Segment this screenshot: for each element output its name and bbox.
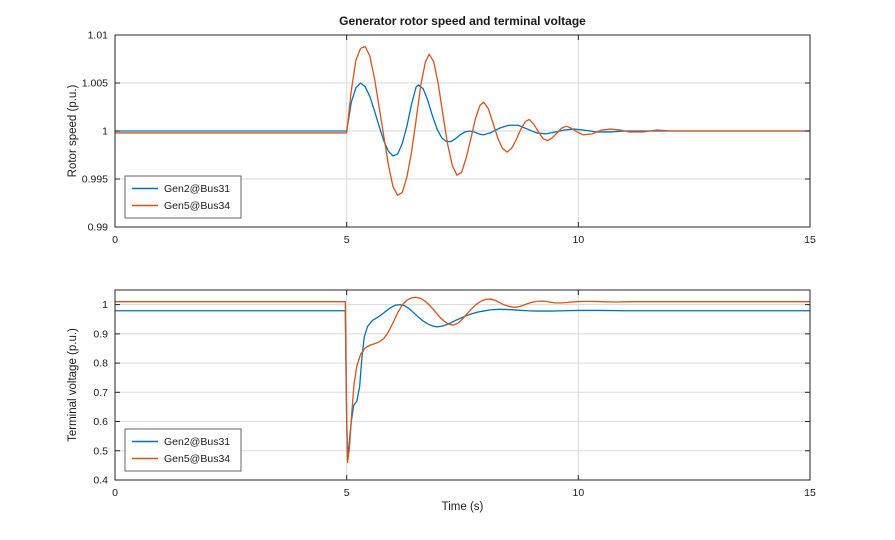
y-tick-label: 0.9 [93,328,108,340]
legend-box [124,428,242,472]
legend-label-gen5-bus34: Gen5@Bus34 [164,453,230,465]
y-tick-label: 0.4 [93,475,108,487]
chart-title: Generator rotor speed and terminal volta… [339,14,586,28]
x-axis-label: Time (s) [442,501,484,513]
y-tick-label: 0.8 [93,358,108,370]
y-axis-label: Rotor speed (p.u.) [67,84,79,177]
rotor-speed-subplot: 0 5 10 15 0.99 0.995 1 1.005 1.01 Generator rotor… [67,14,816,246]
x-tick-label: 5 [344,487,350,499]
legend-label-gen2-bus31: Gen2@Bus31 [164,183,230,195]
x-tick-label: 0 [112,487,118,499]
y-tick-label: 1.01 [88,30,109,42]
series-gen5-bus34 [115,296,810,464]
legend-label-gen5-bus34: Gen5@Bus34 [164,200,230,212]
legend: Gen2@Bus31 Gen5@Bus34 [124,428,242,472]
x-tick-label: 15 [804,487,816,499]
y-tick-label: 1.005 [82,78,108,90]
y-tick-label: 0.7 [93,387,108,399]
series-gen2-bus31 [115,82,810,157]
y-tick-label: 0.995 [82,174,108,186]
legend: Gen2@Bus31 Gen5@Bus34 [124,175,242,219]
y-tick-label: 0.5 [93,445,108,457]
legend-box [124,175,242,219]
axes-box [114,289,811,481]
y-tick-label: 0.6 [93,416,108,428]
y-tick-label: 0.99 [88,222,109,234]
x-tick-label: 15 [804,234,816,246]
y-axis-label: Terminal voltage (p.u.) [67,328,79,442]
x-tick-label: 10 [572,234,584,246]
y-tick-label: 1 [102,126,108,138]
x-tick-label: 5 [344,234,350,246]
terminal-voltage-subplot: 0 5 10 15 0.4 0.5 0.6 0.7 0.8 0.9 1 Time (s) Termina… [67,289,816,513]
x-tick-label: 10 [572,487,584,499]
y-tick-label: 1 [102,299,108,311]
series-gen5-bus34 [115,45,810,196]
legend-label-gen2-bus31: Gen2@Bus31 [164,436,230,448]
x-tick-label: 0 [112,234,118,246]
